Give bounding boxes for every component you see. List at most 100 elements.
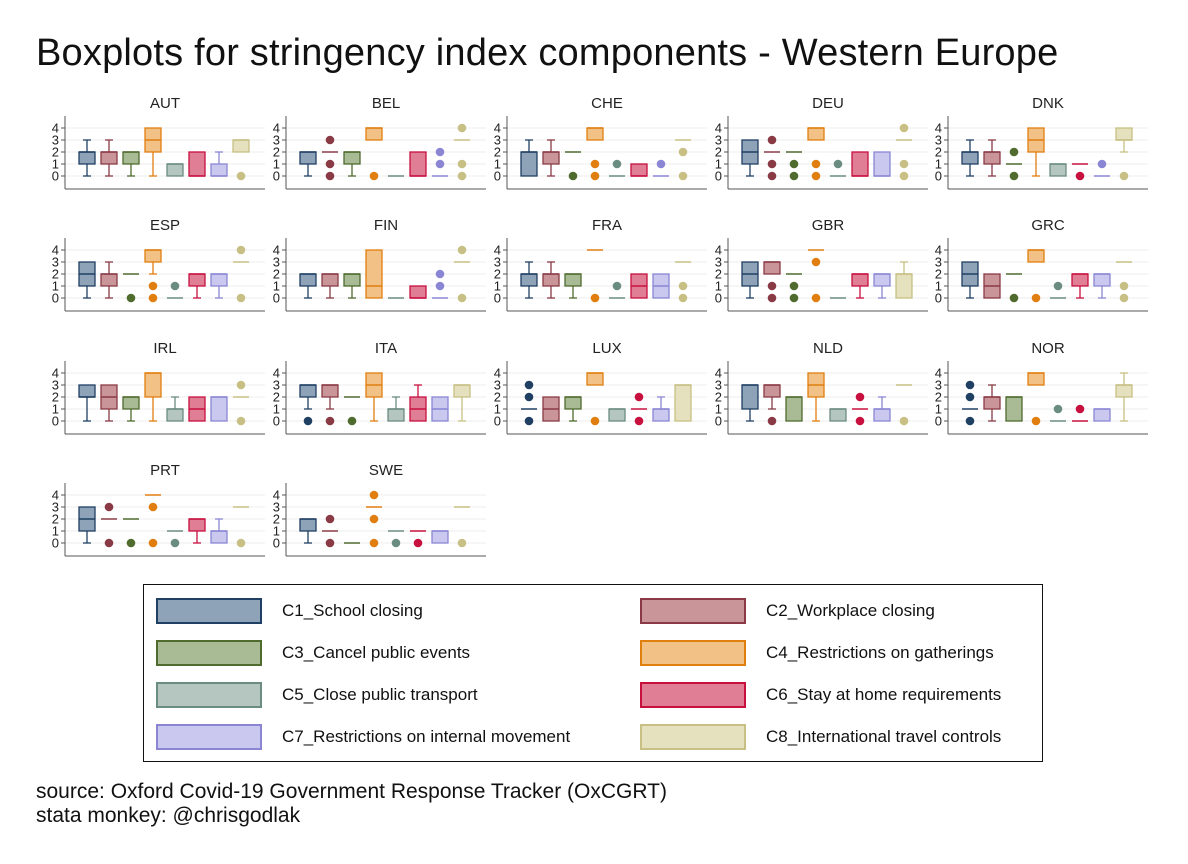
y-tick-label-aut-4: 4: [52, 121, 59, 136]
outlier-point: [170, 538, 180, 548]
outlier-point: [789, 293, 799, 303]
box-bel-c2: [322, 135, 338, 181]
y-tick-label-nld-0: 0: [715, 414, 722, 429]
box-iqr: [210, 396, 228, 422]
box-fin-c7: [432, 269, 448, 299]
box-iqr: [608, 408, 626, 422]
y-tick-label-esp-1: 1: [52, 279, 59, 294]
box-dnk-c4: [1027, 127, 1045, 177]
y-tick-label-esp-3: 3: [52, 255, 59, 270]
box-lux-c1: [521, 380, 537, 426]
y-tick-label-gbr-1: 1: [715, 279, 722, 294]
box-dnk-c5: [1049, 163, 1067, 177]
box-grc-c5: [1050, 281, 1066, 299]
outlier-point: [435, 281, 445, 291]
box-irl-c3: [122, 396, 140, 422]
box-fra-c3: [564, 273, 582, 299]
box-ita-c2: [321, 384, 339, 426]
box-nld-c6: [852, 392, 868, 426]
box-iqr: [100, 273, 118, 287]
outlier-point: [767, 293, 777, 303]
outlier-point: [811, 257, 821, 267]
box-bel-c4: [365, 127, 383, 181]
outlier-point: [236, 538, 246, 548]
box-nor-c5: [1050, 404, 1066, 422]
box-dnk-c3: [1006, 147, 1022, 181]
legend-swatch-c3: [156, 640, 262, 666]
box-che-c6: [630, 163, 648, 177]
box-fra-c6: [630, 273, 648, 299]
legend-swatch-c5: [156, 682, 262, 708]
y-tick-label-bel-2: 2: [273, 145, 280, 160]
box-iqr: [586, 372, 604, 386]
legend-item-c5: C5_Close public transport: [156, 680, 478, 710]
box-bel-c3: [343, 151, 361, 177]
box-swe-c8: [454, 506, 470, 548]
outlier-point: [568, 171, 578, 181]
outlier-point: [590, 416, 600, 426]
box-esp-c6: [188, 273, 206, 299]
box-dnk-c7: [1094, 159, 1110, 177]
box-ita-c7: [431, 396, 449, 422]
box-ita-c8: [453, 384, 471, 422]
box-iqr: [78, 151, 96, 165]
outlier-point: [325, 416, 335, 426]
outlier-point: [236, 171, 246, 181]
box-aut-c5: [166, 163, 184, 177]
outlier-point: [457, 171, 467, 181]
panel-label-gbr: GBR: [812, 217, 845, 234]
box-swe-c7: [431, 530, 449, 544]
outlier-point: [1031, 293, 1041, 303]
outlier-point: [148, 502, 158, 512]
box-esp-c5: [167, 281, 183, 299]
box-iqr: [741, 384, 759, 410]
box-che-c4: [586, 127, 604, 181]
box-iqr: [387, 408, 405, 422]
y-tick-label-deu-2: 2: [715, 145, 722, 160]
box-dnk-c1: [961, 139, 979, 177]
legend-label-c1: C1_School closing: [282, 601, 423, 620]
y-tick-label-grc-3: 3: [935, 255, 942, 270]
box-deu-c1: [741, 139, 759, 177]
box-bel-c8: [454, 123, 470, 181]
outlier-point: [236, 380, 246, 390]
box-iqr: [210, 273, 228, 287]
outlier-point: [1031, 416, 1041, 426]
legend-label-c7: C7_Restrictions on internal movement: [282, 727, 571, 746]
outlier-point: [524, 416, 534, 426]
outlier-point: [325, 135, 335, 145]
y-tick-label-che-4: 4: [494, 121, 501, 136]
box-nor-c3: [1005, 396, 1023, 422]
box-ita-c1: [299, 384, 317, 426]
outlier-point: [369, 490, 379, 500]
panel-label-prt: PRT: [150, 462, 180, 479]
box-grc-c4: [1027, 249, 1045, 303]
panel-label-nld: NLD: [813, 340, 843, 357]
box-che-c2: [542, 139, 560, 177]
box-iqr: [343, 273, 361, 287]
box-nor-c6: [1072, 404, 1088, 422]
outlier-point: [612, 281, 622, 291]
box-fin-c8: [454, 245, 470, 303]
outlier-point: [413, 538, 423, 548]
y-tick-label-nld-1: 1: [715, 402, 722, 417]
y-tick-label-deu-0: 0: [715, 169, 722, 184]
outlier-point: [899, 123, 909, 133]
box-prt-c5: [167, 530, 183, 548]
box-lux-c3: [564, 396, 582, 422]
box-esp-c3: [123, 273, 139, 303]
outlier-point: [435, 147, 445, 157]
y-tick-label-nld-3: 3: [715, 378, 722, 393]
box-iqr: [873, 273, 891, 287]
box-swe-c1: [299, 518, 317, 544]
y-tick-label-che-3: 3: [494, 133, 501, 148]
box-prt-c1: [78, 506, 96, 544]
y-tick-label-fin-1: 1: [273, 279, 280, 294]
box-iqr: [1049, 163, 1067, 177]
box-iqr: [807, 127, 825, 141]
panel-label-swe: SWE: [369, 462, 403, 479]
